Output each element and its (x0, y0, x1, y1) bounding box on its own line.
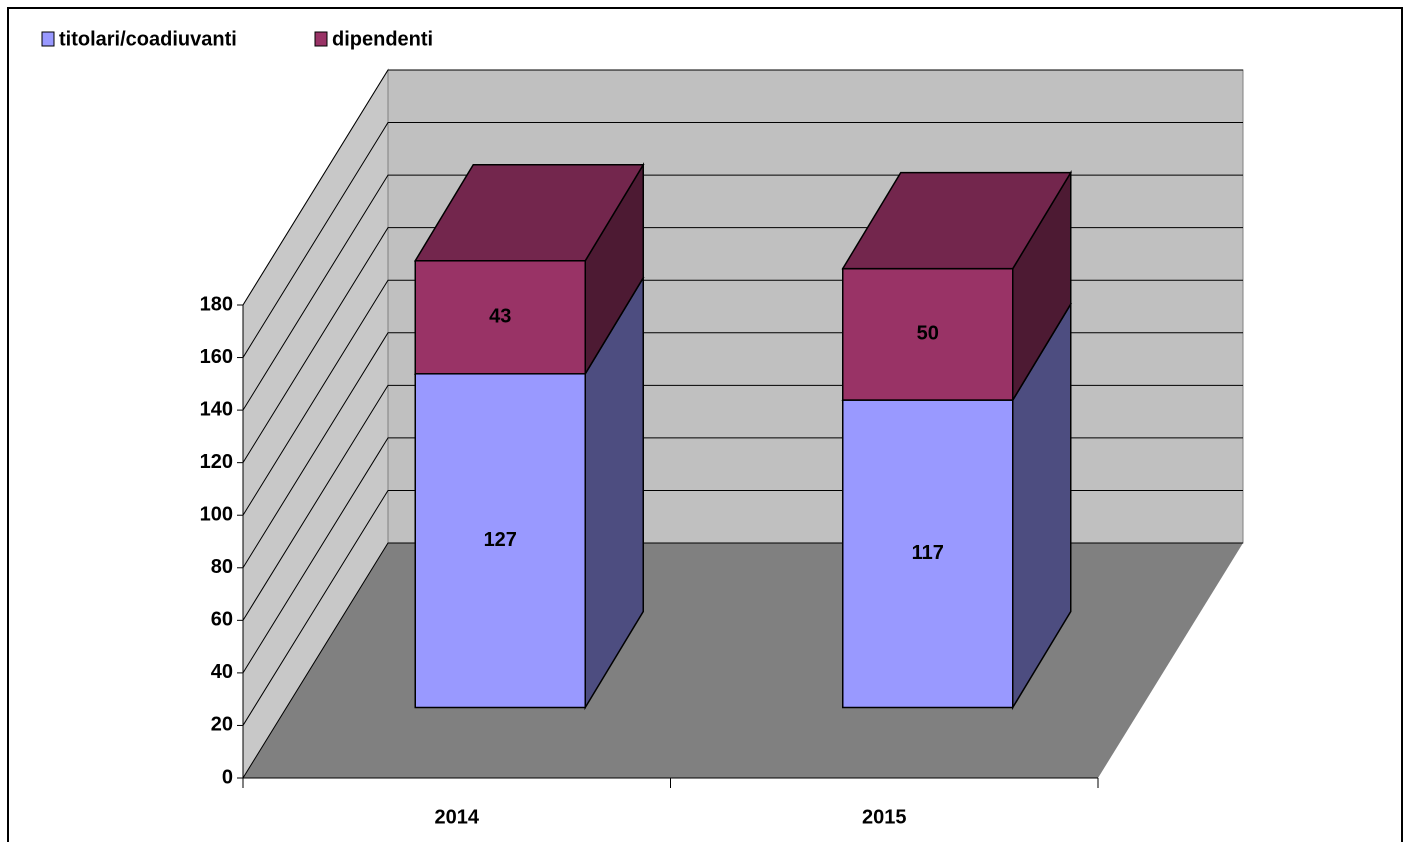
y-tick-label: 100 (200, 504, 233, 526)
chart-border (7, 7, 1403, 842)
bar-top (413, 164, 645, 262)
legend-label: dipendenti (332, 28, 433, 50)
y-tick-label: 80 (211, 556, 233, 578)
legend-swatch (314, 31, 328, 47)
grid-line (242, 122, 1243, 358)
y-tick-label: 60 (211, 609, 233, 631)
y-tick-label: 20 (211, 714, 233, 736)
grid-line (242, 69, 1243, 306)
data-label: 117 (912, 542, 944, 564)
data-label: 127 (484, 529, 517, 551)
x-tick-label: 2014 (435, 806, 480, 828)
legend-label: titolari/coadiuvanti (59, 28, 237, 50)
y-tick-label: 180 (200, 293, 233, 315)
bar-front (842, 399, 1014, 709)
y-tick-label: 140 (200, 398, 233, 420)
bar-front (414, 373, 586, 709)
data-label: 43 (489, 306, 511, 328)
bar-front (842, 267, 1014, 401)
y-tick-label: 120 (200, 451, 233, 473)
data-label: 50 (917, 323, 939, 345)
y-tick-label: 160 (200, 346, 233, 368)
y-tick-label: 40 (211, 661, 233, 683)
y-tick-label: 0 (222, 766, 233, 788)
x-tick-label: 2015 (862, 806, 907, 828)
bar-top (841, 171, 1073, 270)
floor (243, 543, 1243, 778)
legend-swatch (41, 31, 55, 47)
